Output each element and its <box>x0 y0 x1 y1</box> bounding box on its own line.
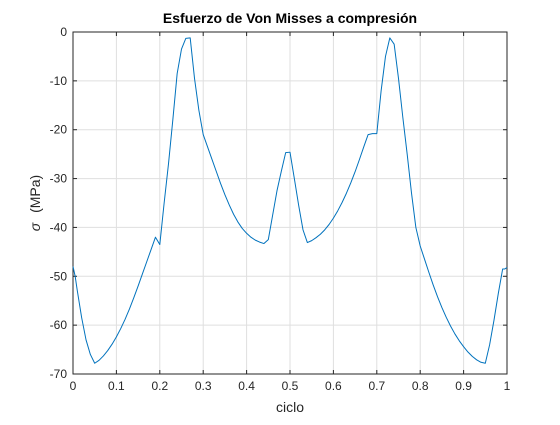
y-tick-labels: 0 -10 -20 -30 -40 -50 -60 -70 <box>50 25 68 381</box>
y-tick-label: -60 <box>50 318 68 332</box>
x-tick-label: 0.7 <box>368 379 385 393</box>
x-axis-title: ciclo <box>276 399 304 415</box>
y-axis-symbol: σ <box>27 222 43 231</box>
y-tick-label: -10 <box>50 74 68 88</box>
x-tick-label: 0.5 <box>282 379 299 393</box>
x-tick-label: 0.2 <box>151 379 168 393</box>
grid-lines <box>72 31 508 375</box>
x-tick-label: 0.4 <box>238 379 255 393</box>
y-tick-label: 0 <box>60 25 67 39</box>
x-tick-labels: 0 0.1 0.2 0.3 0.4 0.5 0.6 0.7 0.8 0.9 1 <box>70 379 511 393</box>
y-tick-label: -30 <box>50 172 68 186</box>
y-axis-title: σ (MPa) <box>27 175 43 231</box>
x-tick-label: 0 <box>70 379 77 393</box>
series-line <box>72 37 508 364</box>
y-tick-label: -70 <box>50 367 68 381</box>
y-axis-unit: (MPa) <box>27 175 43 213</box>
series-layer <box>72 37 508 364</box>
x-tick-label: 0.3 <box>195 379 212 393</box>
x-tick-label: 0.6 <box>325 379 342 393</box>
tick-marks <box>72 31 508 375</box>
x-tick-label: 0.8 <box>412 379 429 393</box>
x-tick-label: 0.9 <box>455 379 472 393</box>
y-tick-label: -50 <box>50 269 68 283</box>
x-tick-label: 0.1 <box>108 379 125 393</box>
y-tick-label: -20 <box>50 123 68 137</box>
x-tick-label: 1 <box>504 379 511 393</box>
chart-title: Esfuerzo de Von Misses a compresión <box>163 10 417 26</box>
y-tick-label: -40 <box>50 220 68 234</box>
